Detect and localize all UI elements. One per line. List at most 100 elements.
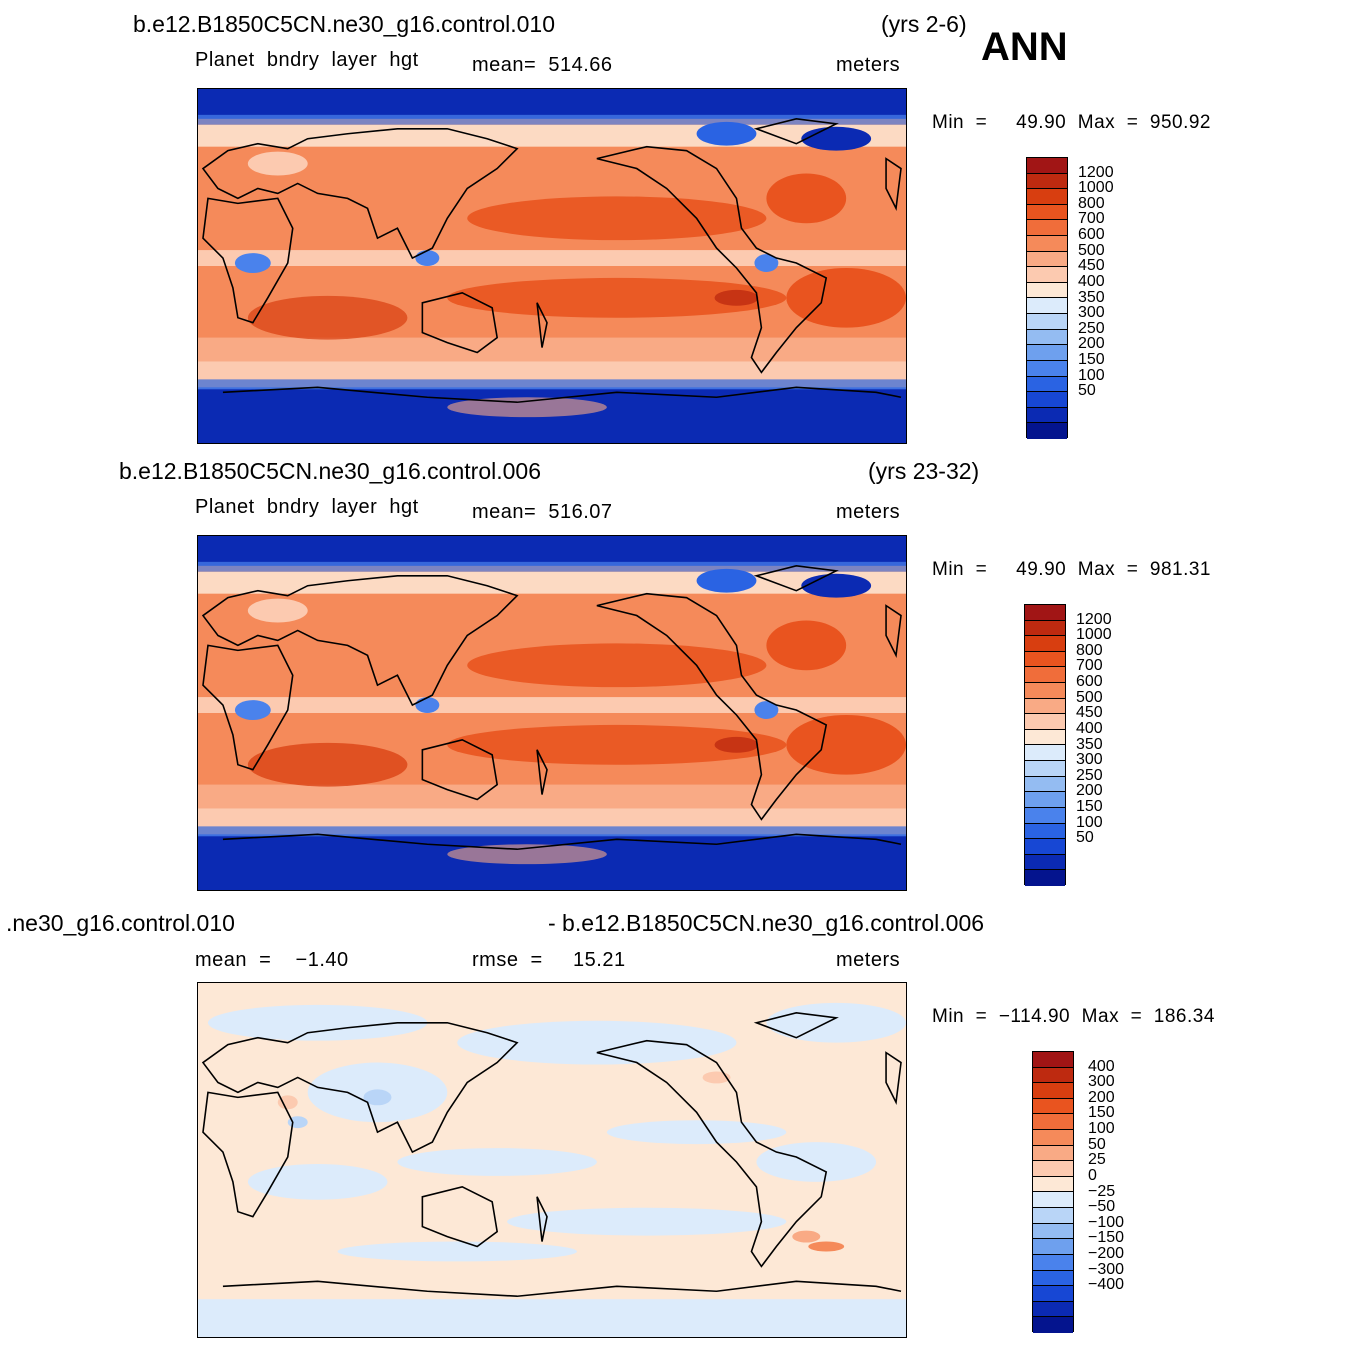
- panel3-units: meters: [836, 949, 901, 971]
- colorbar-box: [1025, 761, 1065, 777]
- colorbar-box: [1033, 1192, 1073, 1209]
- colorbar-box: [1025, 854, 1065, 871]
- panel1-variable: Planet bndry layer hgt: [195, 49, 419, 71]
- panel2-case-title: b.e12.B1850C5CN.ne30_g16.control.006: [119, 458, 541, 484]
- panel1-minmax: Min = 49.90 Max = 950.92: [932, 112, 1211, 133]
- panel3-case-subtracted: - b.e12.B1850C5CN.ne30_g16.control.006: [548, 910, 985, 936]
- colorbar-box: [1033, 1254, 1073, 1271]
- panel1-colorbar: [1026, 157, 1068, 439]
- colorbar-label: −400: [1088, 1276, 1125, 1294]
- panel2-mean: mean= 516.07: [472, 501, 613, 523]
- colorbar-box: [1025, 636, 1065, 652]
- colorbar-box: [1027, 204, 1067, 221]
- colorbar-label: 250: [1078, 319, 1105, 337]
- colorbar-label: 450: [1078, 257, 1105, 275]
- colorbar-label: 200: [1078, 335, 1105, 353]
- colorbar-box: [1027, 173, 1067, 190]
- colorbar-label: 200: [1076, 782, 1103, 800]
- colorbar-label: 300: [1088, 1073, 1115, 1091]
- colorbar-box: [1025, 776, 1065, 793]
- panel3-mean: mean = −1.40: [195, 949, 349, 971]
- colorbar-label: 800: [1078, 194, 1105, 212]
- colorbar-label: −150: [1088, 1229, 1125, 1247]
- panel2-minmax: Min = 49.90 Max = 981.31: [932, 559, 1211, 580]
- colorbar-label: −25: [1088, 1182, 1116, 1200]
- colorbar-box: [1033, 1067, 1073, 1084]
- colorbar-label: 1200: [1076, 610, 1112, 628]
- colorbar-label: 800: [1076, 641, 1103, 659]
- colorbar-box: [1027, 314, 1067, 330]
- panel2-map-svg: [198, 536, 906, 890]
- panel1-mean: mean= 514.66: [472, 54, 613, 76]
- colorbar-box: [1025, 714, 1065, 730]
- colorbar-box: [1033, 1208, 1073, 1224]
- colorbar-box: [1033, 1317, 1073, 1333]
- colorbar-box: [1025, 870, 1065, 886]
- colorbar-box: [1033, 1301, 1073, 1318]
- colorbar-box: [1033, 1239, 1073, 1255]
- colorbar-label: 100: [1078, 366, 1105, 384]
- colorbar-label: −300: [1088, 1260, 1125, 1278]
- colorbar-label: 100: [1088, 1120, 1115, 1138]
- colorbar-label: 150: [1088, 1104, 1115, 1122]
- colorbar-box: [1025, 683, 1065, 699]
- colorbar-box: [1033, 1145, 1073, 1162]
- panel2-colorbar: [1024, 604, 1066, 886]
- season-label: ANN: [981, 25, 1068, 69]
- colorbar-label: 700: [1076, 657, 1103, 675]
- colorbar-label: 500: [1076, 688, 1103, 706]
- colorbar-box: [1027, 298, 1067, 315]
- colorbar-label: 250: [1076, 766, 1103, 784]
- panel3-rmse: rmse = 15.21: [472, 949, 626, 971]
- panel3-minmax: Min = −114.90 Max = 186.34: [932, 1006, 1215, 1027]
- colorbar-box: [1025, 839, 1065, 855]
- colorbar-box: [1025, 807, 1065, 824]
- colorbar-label: 300: [1076, 751, 1103, 769]
- colorbar-box: [1033, 1098, 1073, 1115]
- colorbar-label: 350: [1078, 288, 1105, 306]
- colorbar-label: 50: [1076, 829, 1094, 847]
- colorbar-box: [1025, 651, 1065, 668]
- panel1-map: [197, 88, 907, 444]
- colorbar-label: −100: [1088, 1213, 1125, 1231]
- panel3-colorbar: [1032, 1051, 1074, 1333]
- panel1-units: meters: [836, 54, 901, 76]
- colorbar-box: [1027, 236, 1067, 252]
- colorbar-box: [1027, 251, 1067, 268]
- colorbar-box: [1025, 745, 1065, 762]
- colorbar-label: 1000: [1078, 179, 1114, 197]
- colorbar-box: [1027, 423, 1067, 439]
- colorbar-box: [1027, 376, 1067, 393]
- colorbar-label: 700: [1078, 210, 1105, 228]
- colorbar-label: 300: [1078, 304, 1105, 322]
- colorbar-label: 400: [1088, 1057, 1115, 1075]
- colorbar-label: 50: [1088, 1135, 1106, 1153]
- panel3-case-title: .ne30_g16.control.010: [6, 910, 235, 936]
- colorbar-label: −50: [1088, 1198, 1116, 1216]
- panel3-map: [197, 982, 907, 1338]
- panel2-variable: Planet bndry layer hgt: [195, 496, 419, 518]
- colorbar-label: 600: [1078, 226, 1105, 244]
- colorbar-label: 350: [1076, 735, 1103, 753]
- colorbar-box: [1025, 698, 1065, 715]
- colorbar-box: [1033, 1161, 1073, 1177]
- colorbar-label: 400: [1076, 719, 1103, 737]
- colorbar-label: −200: [1088, 1244, 1125, 1262]
- colorbar-label: 150: [1076, 797, 1103, 815]
- colorbar-box: [1025, 792, 1065, 808]
- colorbar-box: [1033, 1052, 1073, 1068]
- colorbar-box: [1027, 392, 1067, 408]
- colorbar-label: 200: [1088, 1088, 1115, 1106]
- colorbar-label: 0: [1088, 1166, 1097, 1184]
- colorbar-label: 450: [1076, 704, 1103, 722]
- colorbar-box: [1027, 220, 1067, 237]
- panel2-years: (yrs 23-32): [868, 458, 980, 484]
- colorbar-box: [1027, 158, 1067, 174]
- colorbar-box: [1033, 1130, 1073, 1146]
- colorbar-label: 150: [1078, 350, 1105, 368]
- colorbar-box: [1027, 282, 1067, 299]
- colorbar-box: [1027, 345, 1067, 361]
- colorbar-label: 400: [1078, 272, 1105, 290]
- colorbar-box: [1033, 1083, 1073, 1099]
- colorbar-box: [1027, 329, 1067, 346]
